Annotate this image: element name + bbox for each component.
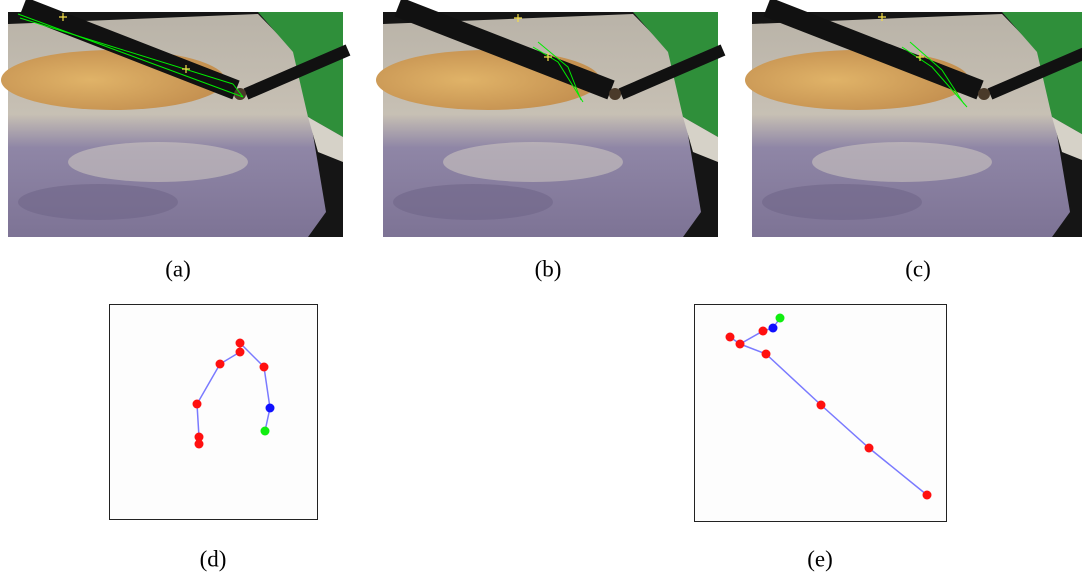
- image-b: [376, 7, 723, 237]
- image-c: [745, 7, 1082, 237]
- caption: (b): [535, 256, 562, 281]
- image-a: [1, 7, 348, 237]
- trajectory-plot-e: [695, 305, 947, 522]
- figure: (a) (b) (c) (d) (e): [0, 0, 1082, 574]
- caption: (d): [200, 546, 227, 571]
- caption: (a): [165, 256, 191, 281]
- trajectory-plot-d: [110, 305, 318, 520]
- caption: (e): [807, 546, 833, 571]
- caption: (c): [905, 256, 931, 281]
